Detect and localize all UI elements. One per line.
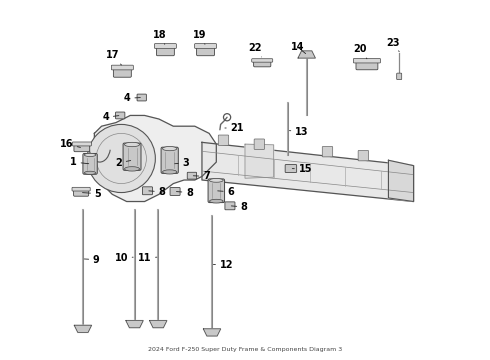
FancyBboxPatch shape	[154, 44, 176, 48]
Text: 11: 11	[138, 253, 157, 263]
Text: 20: 20	[353, 44, 367, 59]
FancyBboxPatch shape	[72, 187, 90, 191]
FancyBboxPatch shape	[252, 59, 273, 62]
FancyBboxPatch shape	[397, 73, 402, 80]
Text: 4: 4	[124, 93, 140, 103]
FancyBboxPatch shape	[285, 165, 296, 172]
Ellipse shape	[84, 171, 96, 175]
Text: 14: 14	[292, 42, 306, 54]
Ellipse shape	[210, 179, 223, 182]
Circle shape	[87, 125, 155, 193]
Text: 21: 21	[225, 123, 244, 133]
Text: 23: 23	[386, 38, 399, 51]
Polygon shape	[95, 116, 216, 202]
Polygon shape	[149, 320, 167, 328]
FancyBboxPatch shape	[116, 112, 125, 119]
FancyBboxPatch shape	[218, 135, 229, 145]
Text: 22: 22	[248, 43, 262, 57]
Polygon shape	[203, 329, 220, 336]
Text: 3: 3	[174, 158, 189, 168]
FancyBboxPatch shape	[83, 153, 97, 174]
Ellipse shape	[124, 167, 140, 171]
Ellipse shape	[163, 170, 177, 174]
Text: 1: 1	[70, 157, 89, 167]
Text: 7: 7	[194, 171, 210, 181]
FancyBboxPatch shape	[196, 46, 215, 56]
FancyBboxPatch shape	[161, 147, 178, 174]
Text: 18: 18	[153, 30, 167, 44]
Text: 12: 12	[213, 260, 233, 270]
Text: 9: 9	[84, 255, 99, 265]
FancyBboxPatch shape	[187, 172, 196, 179]
FancyBboxPatch shape	[143, 187, 152, 195]
Ellipse shape	[84, 153, 96, 157]
Text: 13: 13	[290, 127, 308, 136]
Polygon shape	[245, 144, 274, 178]
FancyBboxPatch shape	[353, 59, 380, 63]
FancyBboxPatch shape	[322, 147, 333, 157]
FancyBboxPatch shape	[72, 142, 92, 146]
FancyBboxPatch shape	[137, 94, 147, 101]
Polygon shape	[298, 51, 316, 58]
Text: 10: 10	[115, 253, 133, 263]
FancyBboxPatch shape	[254, 60, 271, 67]
FancyBboxPatch shape	[74, 144, 90, 152]
FancyBboxPatch shape	[225, 202, 235, 210]
Text: 16: 16	[60, 139, 80, 149]
FancyBboxPatch shape	[113, 68, 131, 77]
FancyBboxPatch shape	[170, 188, 180, 195]
Text: 8: 8	[149, 187, 165, 197]
Text: 5: 5	[82, 189, 101, 199]
Text: 6: 6	[218, 187, 234, 197]
Text: 19: 19	[194, 30, 207, 44]
FancyBboxPatch shape	[358, 150, 368, 161]
FancyBboxPatch shape	[356, 61, 378, 70]
Text: 8: 8	[176, 188, 193, 198]
Text: 17: 17	[105, 50, 122, 65]
Text: 4: 4	[102, 112, 119, 122]
FancyBboxPatch shape	[111, 65, 133, 70]
FancyBboxPatch shape	[208, 179, 224, 203]
Text: 15: 15	[293, 164, 312, 174]
Text: 2: 2	[115, 158, 131, 168]
FancyBboxPatch shape	[156, 46, 174, 56]
Polygon shape	[74, 325, 92, 332]
FancyBboxPatch shape	[195, 44, 217, 48]
FancyBboxPatch shape	[123, 143, 141, 170]
Ellipse shape	[124, 142, 140, 147]
Ellipse shape	[210, 199, 223, 203]
FancyBboxPatch shape	[254, 139, 265, 149]
Polygon shape	[126, 320, 143, 328]
FancyBboxPatch shape	[74, 189, 89, 196]
Text: 2024 Ford F-250 Super Duty Frame & Components Diagram 3: 2024 Ford F-250 Super Duty Frame & Compo…	[148, 347, 342, 352]
Polygon shape	[202, 142, 414, 202]
Text: 8: 8	[231, 202, 248, 212]
Polygon shape	[389, 160, 414, 202]
Ellipse shape	[163, 147, 177, 151]
